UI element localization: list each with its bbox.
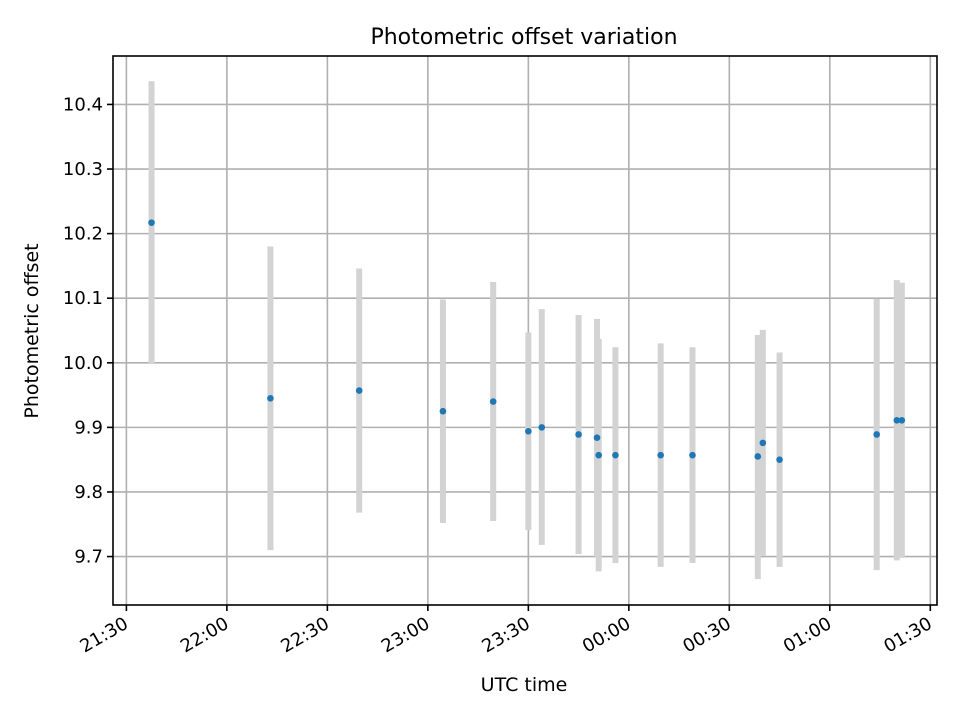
data-point	[439, 407, 447, 415]
y-axis-label: Photometric offset	[21, 243, 43, 418]
y-tick-label: 10.4	[63, 94, 103, 115]
data-point	[489, 398, 497, 405]
data-point	[759, 439, 767, 447]
y-tick-label: 10.1	[63, 288, 103, 309]
data-point	[148, 219, 155, 226]
x-axis-label: UTC time	[481, 674, 568, 696]
data-point	[267, 395, 274, 402]
data-point	[657, 451, 664, 459]
point-layer	[148, 219, 906, 463]
data-point	[689, 451, 696, 459]
data-point	[873, 431, 881, 438]
data-point	[525, 427, 532, 435]
y-tick-label: 10.3	[63, 159, 103, 180]
data-point	[612, 451, 619, 459]
y-tick-label: 10.0	[63, 353, 103, 374]
data-point	[898, 416, 906, 424]
y-tick-label: 9.7	[74, 547, 103, 568]
data-point	[893, 416, 901, 424]
plot-frame	[112, 55, 938, 606]
chart-title: Photometric offset variation	[370, 25, 677, 50]
data-point	[355, 387, 363, 394]
y-tick-label: 9.8	[74, 482, 103, 503]
data-point	[538, 424, 546, 431]
y-tick-label: 10.2	[63, 224, 103, 245]
data-point	[593, 434, 601, 442]
data-point	[776, 456, 783, 463]
data-point	[595, 451, 602, 459]
data-point	[575, 431, 582, 438]
y-tick-label: 9.9	[74, 417, 103, 438]
data-point	[754, 453, 762, 460]
